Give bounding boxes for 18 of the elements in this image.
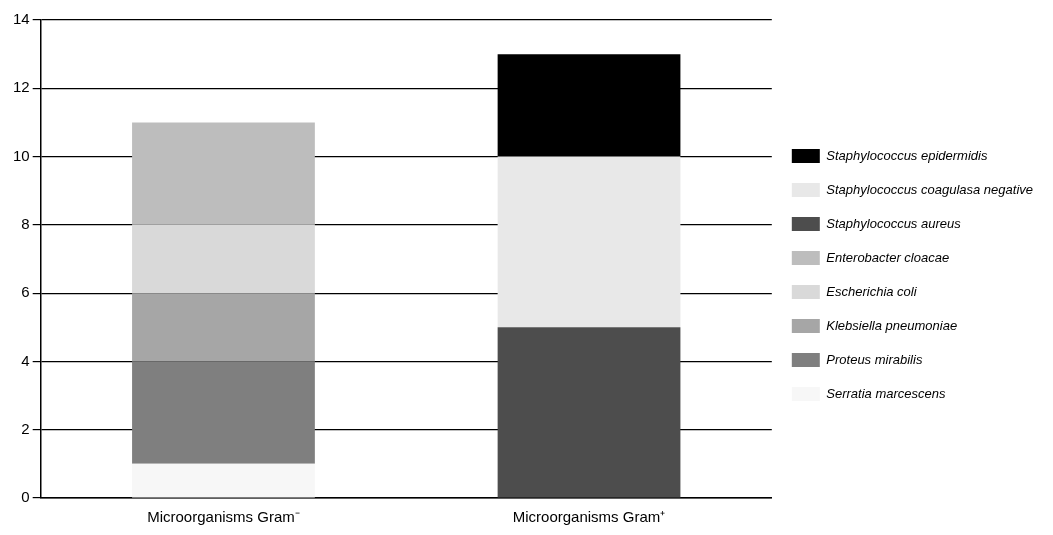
x-tick-label: Microorganisms Gram⁺ (512, 508, 666, 526)
y-tick-label: 2 (21, 419, 30, 437)
y-tick-label: 8 (21, 215, 30, 232)
x-tick-label: Microorganisms Gram⁻ (147, 508, 300, 526)
y-tick-label: 12 (13, 78, 30, 96)
legend-label: Enterobacter cloacae (826, 249, 950, 265)
y-tick-label: 10 (13, 146, 30, 164)
legend-label: Staphylococcus aureus (826, 215, 962, 231)
legend-label: Klebsiella pneumoniae (826, 317, 958, 333)
legend-label: Escherichia coli (826, 283, 918, 299)
legend-label: Serratia marcescens (826, 385, 947, 401)
y-tick-label: 6 (21, 283, 30, 301)
legend-label: Staphylococcus coagulasa negative (826, 181, 1034, 197)
y-tick-label: 0 (21, 488, 30, 506)
legend-label: Staphylococcus epidermidis (826, 147, 988, 163)
legend-label: Proteus mirabilis (826, 351, 923, 367)
y-tick-label: 14 (13, 10, 30, 28)
y-tick-label: 4 (21, 351, 30, 369)
